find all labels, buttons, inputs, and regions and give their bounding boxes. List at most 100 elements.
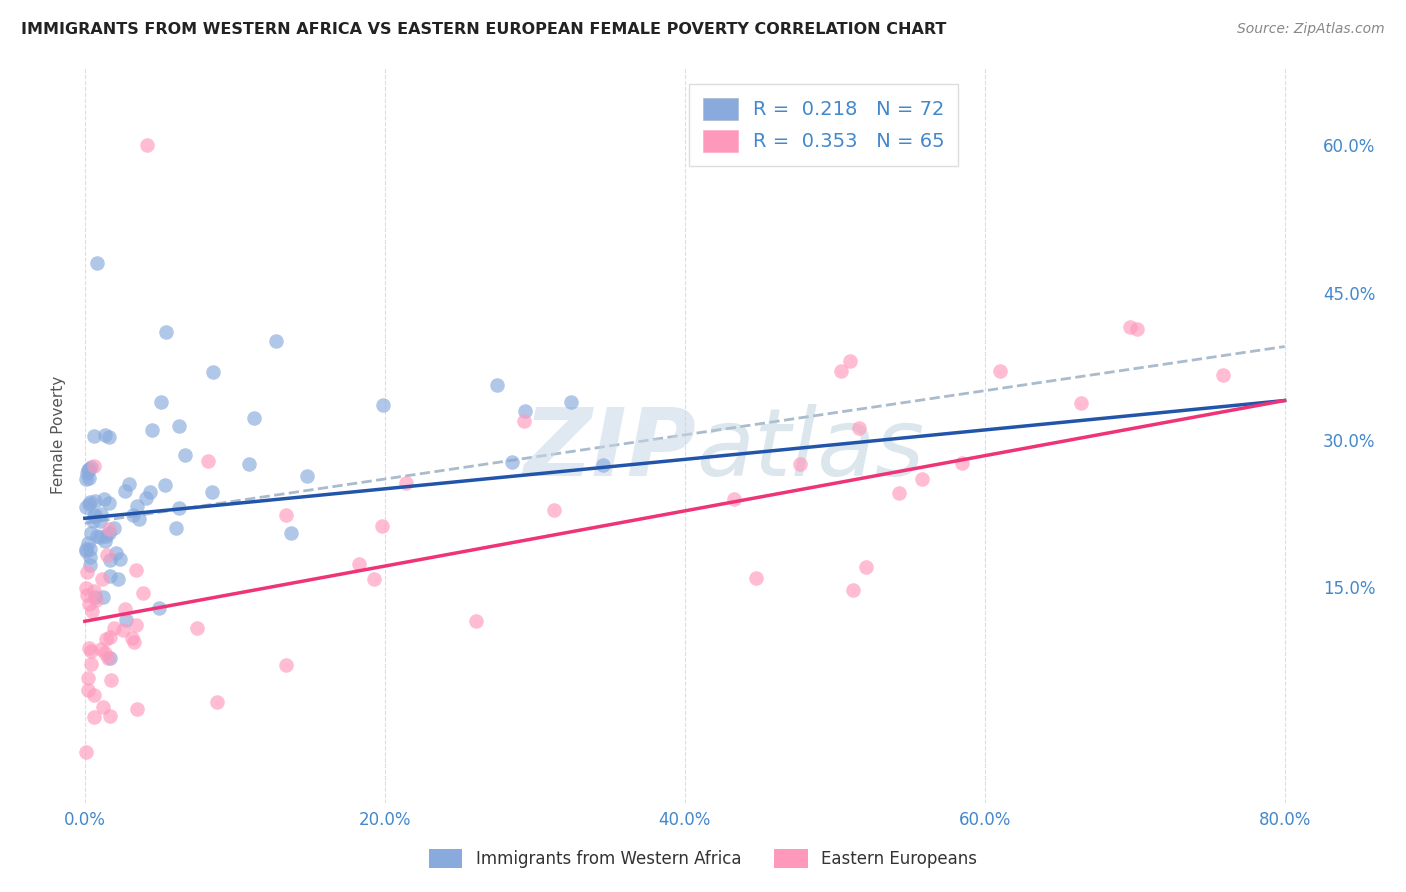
Point (165, 521, 187, 535)
Point (347, 557, 370, 571)
Point (75, 581, 97, 595)
Point (90, 507, 112, 521)
Point (93, 533, 115, 548)
Point (153, 477, 176, 491)
Point (135, 491, 157, 505)
Point (839, 353, 862, 368)
Point (94, 428, 117, 442)
Point (125, 618, 148, 632)
Point (1069, 395, 1091, 409)
Point (370, 519, 392, 533)
Point (77, 597, 100, 611)
Point (100, 651, 122, 665)
Legend: R =  0.218   N = 72, R =  0.353   N = 65: R = 0.218 N = 72, R = 0.353 N = 65 (689, 84, 959, 166)
Point (138, 485, 160, 500)
Point (127, 500, 149, 514)
Point (363, 572, 385, 586)
Point (202, 365, 225, 379)
Point (96, 548, 118, 562)
Point (100, 673, 122, 688)
Point (77, 536, 100, 550)
Point (990, 364, 1012, 378)
Point (118, 477, 141, 491)
Point (77, 671, 100, 685)
Point (543, 503, 565, 517)
Point (373, 399, 395, 413)
Point (205, 695, 228, 709)
Point (75, 500, 97, 514)
Point (121, 631, 143, 645)
Text: ZIP: ZIP (523, 403, 696, 496)
Point (560, 394, 582, 409)
Point (83, 458, 105, 473)
Point (79, 541, 101, 556)
Point (103, 521, 125, 535)
Point (186, 621, 208, 635)
Point (100, 630, 122, 644)
Point (141, 423, 163, 437)
Point (98, 526, 121, 541)
Point (592, 458, 614, 472)
Point (103, 621, 125, 635)
Point (86, 256, 108, 270)
Point (148, 600, 170, 615)
Point (485, 378, 508, 392)
Point (98, 430, 121, 444)
Point (125, 563, 148, 577)
Point (887, 485, 910, 500)
Point (90, 641, 112, 656)
Point (90, 572, 112, 586)
Point (89, 530, 111, 544)
Point (83, 508, 105, 523)
Point (464, 614, 486, 628)
Point (79, 497, 101, 511)
Point (76, 565, 98, 579)
Point (83, 509, 105, 524)
Point (911, 472, 934, 486)
Point (83, 429, 105, 443)
Point (83, 710, 105, 724)
Point (848, 421, 870, 435)
Text: IMMIGRANTS FROM WESTERN AFRICA VS EASTERN EUROPEAN FEMALE POVERTY CORRELATION CH: IMMIGRANTS FROM WESTERN AFRICA VS EASTER… (21, 22, 946, 37)
Point (98, 522, 121, 536)
Point (96, 529, 118, 543)
Point (75, 472, 97, 486)
Point (82, 514, 104, 528)
Point (94, 646, 117, 660)
Point (395, 476, 418, 491)
Point (79, 549, 101, 564)
Point (89, 514, 111, 528)
Point (274, 658, 297, 673)
Point (84, 590, 107, 604)
Point (77, 471, 100, 485)
Point (75, 745, 97, 759)
Point (167, 500, 190, 515)
Point (855, 560, 877, 574)
Point (91, 591, 114, 605)
Point (110, 552, 132, 566)
Point (80, 604, 103, 618)
Text: Source: ZipAtlas.com: Source: ZipAtlas.com (1237, 22, 1385, 37)
Point (91, 699, 114, 714)
Point (276, 508, 298, 522)
Legend: Immigrants from Western Africa, Eastern Europeans: Immigrants from Western Africa, Eastern … (422, 842, 984, 875)
Y-axis label: Female Poverty: Female Poverty (51, 376, 66, 494)
Point (79, 558, 101, 572)
Point (98, 553, 121, 567)
Point (149, 394, 172, 409)
Point (76, 463, 98, 477)
Point (107, 572, 129, 586)
Point (264, 334, 287, 348)
Point (135, 138, 157, 153)
Point (112, 624, 135, 638)
Point (1212, 368, 1234, 383)
Point (841, 583, 863, 598)
Point (93, 491, 115, 506)
Point (128, 512, 150, 526)
Point (80, 643, 103, 657)
Point (75, 543, 97, 558)
Point (125, 702, 148, 716)
Point (950, 457, 973, 471)
Point (83, 494, 105, 508)
Point (94, 632, 117, 647)
